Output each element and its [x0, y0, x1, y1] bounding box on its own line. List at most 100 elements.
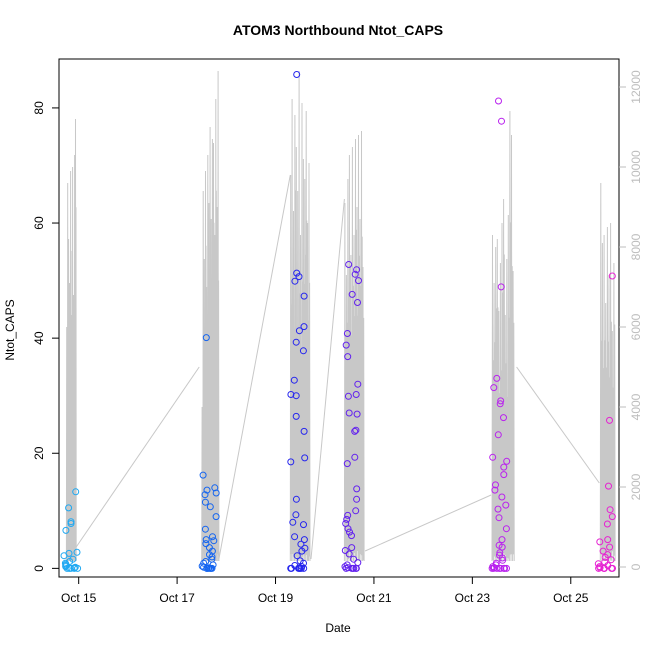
data-point [67, 564, 75, 572]
y-tick-label: 60 [32, 216, 46, 230]
data-point [498, 536, 506, 544]
data-point [601, 553, 609, 561]
data-point [295, 273, 303, 281]
data-point [73, 548, 81, 556]
data-point [344, 353, 352, 361]
data-point [352, 564, 360, 572]
data-point [200, 563, 208, 571]
data-point [348, 532, 355, 540]
data-point [498, 117, 505, 125]
data-point [201, 525, 209, 533]
data-point [499, 556, 507, 564]
data-point [351, 270, 359, 278]
data-point [343, 330, 351, 337]
data-point [67, 520, 75, 527]
data-point [345, 409, 353, 417]
secondary-segment [201, 70, 220, 562]
y2-tick-label: 0 [629, 563, 643, 570]
data-point [212, 489, 220, 497]
data-point [295, 327, 303, 335]
data-point [596, 538, 604, 546]
data-point [606, 506, 614, 514]
data-point [352, 507, 360, 515]
secondary-connector [310, 198, 345, 560]
data-point [345, 261, 353, 268]
y-tick-label: 0 [32, 565, 46, 572]
x-tick-label: Oct 17 [159, 591, 195, 605]
data-point [201, 498, 209, 506]
x-tick-label: Oct 15 [61, 591, 97, 605]
data-point [300, 564, 308, 572]
data-point [300, 536, 308, 544]
data-point [206, 503, 214, 511]
data-point [489, 453, 497, 461]
data-point [353, 495, 361, 503]
x-tick-label: Oct 21 [356, 591, 392, 605]
data-point [494, 431, 502, 439]
data-point [74, 564, 82, 572]
data-point [500, 471, 508, 479]
data-point [352, 426, 360, 434]
data-point [301, 454, 309, 462]
data-point [199, 471, 207, 479]
data-point [287, 564, 295, 572]
chart-title: ATOM3 Northbound Ntot_CAPS [233, 22, 443, 38]
data-point [605, 482, 612, 490]
data-point [63, 564, 71, 572]
data-point [352, 391, 360, 398]
data-point [348, 290, 356, 298]
data-point [608, 564, 615, 572]
data-point [608, 513, 616, 521]
data-point [209, 533, 216, 541]
data-point [203, 486, 211, 494]
data-point [497, 283, 505, 291]
x-axis-label: Date [325, 621, 351, 635]
y-tick-label: 80 [32, 101, 46, 115]
data-point [503, 457, 511, 465]
data-point [296, 564, 304, 572]
data-point [300, 427, 308, 435]
data-point [292, 338, 300, 346]
data-point [202, 540, 210, 548]
data-point [497, 397, 505, 405]
data-point [287, 391, 295, 398]
y-tick-label: 40 [32, 331, 46, 345]
y-axis-label: Ntot_CAPS [3, 299, 17, 360]
plot-frame [58, 58, 620, 578]
data-point [607, 556, 615, 564]
data-point [606, 416, 613, 424]
x-tick-label: Oct 19 [258, 591, 294, 605]
scatter-points-layer [60, 71, 616, 572]
data-point [292, 511, 300, 519]
data-point [498, 554, 506, 562]
data-point [353, 266, 361, 274]
data-point [292, 495, 300, 503]
data-point [208, 553, 216, 561]
data-point [300, 292, 308, 300]
y2-tick-label: 10000 [629, 150, 643, 184]
data-point [287, 458, 295, 466]
data-point [342, 564, 350, 572]
data-point [606, 543, 614, 551]
data-point [351, 453, 359, 461]
data-point [351, 427, 359, 435]
data-point [289, 518, 297, 526]
data-point [497, 564, 505, 572]
data-point [349, 564, 357, 572]
data-point [355, 277, 362, 285]
data-point [206, 564, 214, 572]
data-point [210, 537, 218, 545]
data-point [60, 552, 68, 560]
data-point [345, 550, 353, 558]
data-point [492, 481, 499, 489]
data-point [354, 380, 362, 388]
secondary-series-layer [65, 70, 616, 562]
data-point [293, 269, 301, 277]
data-point [494, 505, 502, 513]
data-point [600, 564, 608, 572]
data-point [343, 460, 351, 468]
y-axis-right: 0 2000 4000 6000 8000 10000 12000 [619, 70, 643, 570]
data-point [599, 547, 607, 555]
data-point [490, 564, 497, 572]
